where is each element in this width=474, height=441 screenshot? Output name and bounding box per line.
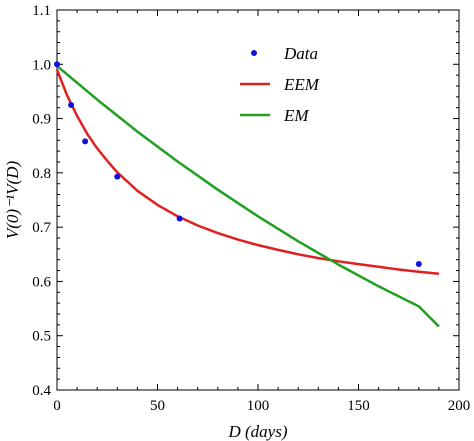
y-tick-label: 1.0: [32, 57, 51, 73]
y-tick-label: 0.9: [32, 112, 51, 128]
data-point: [54, 61, 60, 68]
y-tick-label: 0.4: [32, 383, 51, 399]
legend: Data EEM EM: [240, 44, 320, 125]
legend-marker-data: [251, 50, 257, 56]
axis-ticks: 0 50 100 150 200 0.4 0.5 0.6 0.7 0.8 0.9 1.0 1.1: [32, 3, 470, 414]
data-point: [82, 138, 89, 145]
x-tick-label: 50: [150, 398, 165, 414]
legend-label-data: Data: [283, 44, 318, 63]
y-tick-label: 0.5: [32, 329, 51, 345]
x-axis-label: D (days): [227, 422, 287, 441]
chart-frame: [56, 9, 460, 391]
legend-label-em: EM: [283, 106, 309, 125]
x-tick-label: 100: [247, 398, 270, 414]
legend-label-eem: EEM: [283, 75, 320, 94]
x-tick-label: 150: [347, 398, 370, 414]
x-tick-label: 200: [448, 398, 471, 414]
y-axis-label: V(0)⁻¹V(D): [3, 161, 22, 240]
y-tick-label: 1.1: [32, 3, 51, 19]
data-point: [176, 215, 183, 222]
y-tick-label: 0.6: [32, 274, 51, 290]
series-line-em: [56, 64, 440, 328]
plot-area: [54, 61, 440, 328]
data-point: [114, 173, 121, 180]
y-tick-label: 0.7: [32, 220, 51, 236]
x-tick-label: 0: [53, 398, 61, 414]
series-line-eem: [55, 69, 440, 276]
data-point: [68, 102, 75, 108]
data-point: [415, 261, 422, 268]
y-tick-label: 0.8: [32, 166, 51, 182]
